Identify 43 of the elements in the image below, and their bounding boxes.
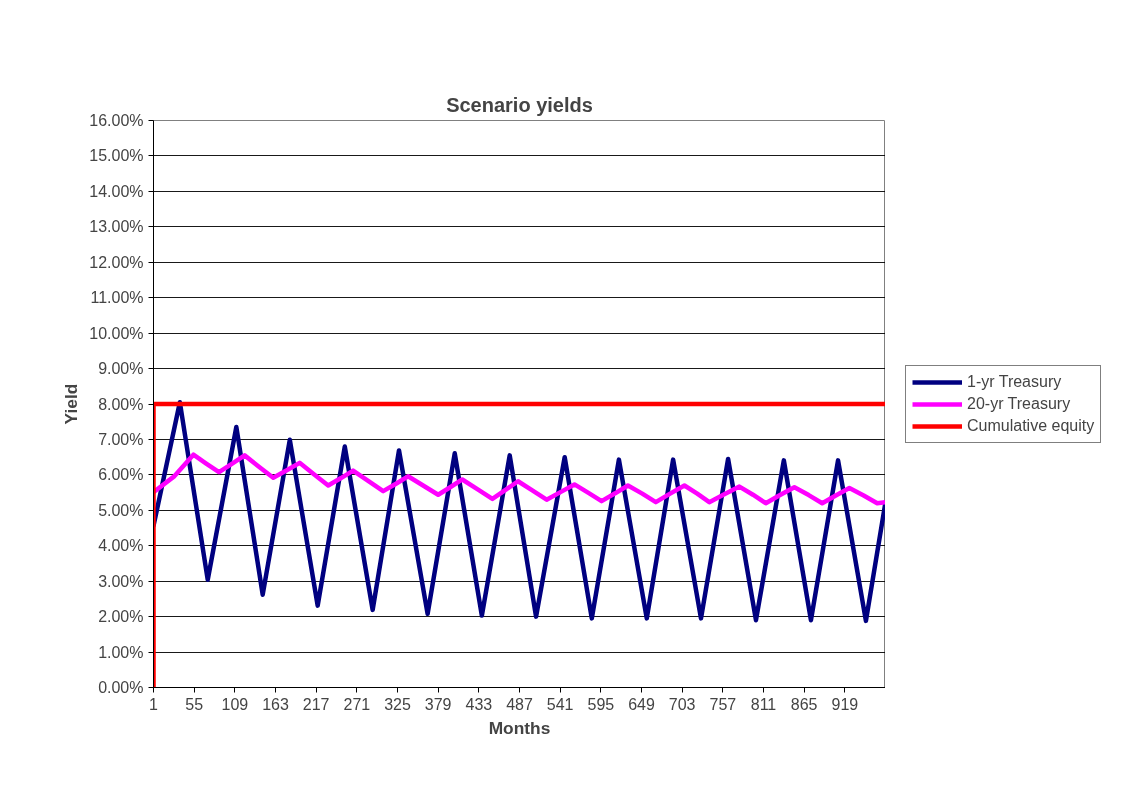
y-tick-label: 0.00%	[98, 679, 144, 696]
y-tick-label: 4.00%	[98, 537, 144, 555]
y-tick-label: 12.00%	[89, 253, 144, 271]
x-tick-label: 811	[750, 695, 777, 713]
y-tick-label: 3.00%	[98, 572, 144, 590]
line-series	[153, 399, 885, 624]
y-tick-label: 13.00%	[89, 218, 144, 236]
y-tick-label: 15.00%	[89, 147, 144, 165]
chart-title: Scenario yields	[446, 93, 593, 116]
x-tick-label: 379	[424, 695, 452, 713]
x-tick-label: 541	[546, 695, 574, 713]
x-tick-label: 757	[709, 695, 737, 713]
x-tick-label: 649	[628, 695, 655, 713]
x-tick-label: 703	[668, 695, 696, 713]
y-axis-title: Yield	[61, 383, 82, 425]
x-tick-label: 433	[465, 695, 493, 713]
y-tick-label: 5.00%	[98, 501, 144, 519]
x-axis-title: Months	[488, 717, 551, 738]
legend-label: 20-yr Treasury	[967, 394, 1071, 413]
x-tick-label: 163	[262, 695, 289, 713]
legend-label: Cumulative equity	[967, 416, 1095, 435]
y-tick-label: 16.00%	[89, 112, 144, 129]
y-tick-label: 14.00%	[89, 182, 144, 200]
y-tick-label: 10.00%	[89, 324, 144, 342]
x-tick-label: 217	[302, 695, 330, 713]
x-tick-label: 919	[831, 695, 859, 713]
x-tick-label: 55	[185, 695, 204, 713]
line-series	[153, 452, 885, 506]
y-tick-label: 9.00%	[98, 360, 144, 378]
legend-label: 1-yr Treasury	[967, 372, 1062, 391]
x-tick-label: 271	[343, 695, 371, 713]
y-tick-label: 6.00%	[98, 466, 144, 484]
x-tick-label: 109	[221, 695, 249, 713]
x-tick-label: 1	[149, 695, 159, 713]
x-tick-label: 325	[384, 695, 411, 713]
y-tick-label: 7.00%	[98, 430, 144, 448]
y-tick-label: 11.00%	[90, 289, 144, 307]
x-tick-label: 487	[506, 695, 533, 713]
y-tick-label: 2.00%	[98, 608, 144, 626]
y-tick-label: 1.00%	[98, 643, 144, 661]
y-tick-label: 8.00%	[98, 395, 144, 413]
x-tick-label: 595	[587, 695, 615, 713]
x-tick-label: 865	[790, 695, 818, 713]
